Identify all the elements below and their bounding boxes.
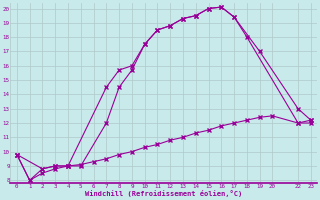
X-axis label: Windchill (Refroidissement éolien,°C): Windchill (Refroidissement éolien,°C)	[85, 190, 243, 197]
